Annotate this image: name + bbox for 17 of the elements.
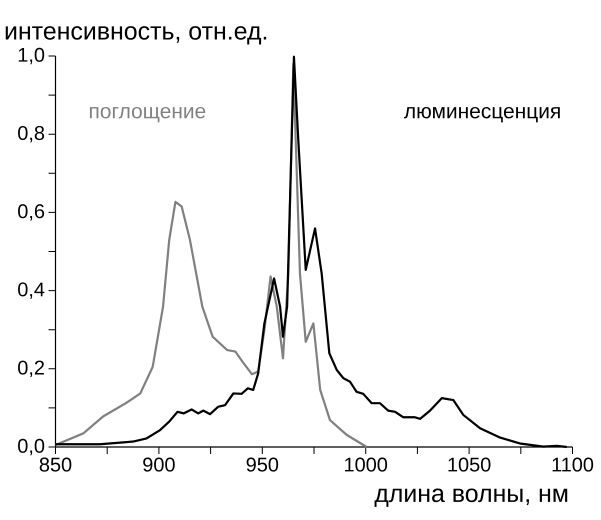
y-tick-label: 1,0	[18, 48, 44, 64]
y-tick-label: 0,6	[18, 204, 44, 221]
x-tick-label: 950	[246, 458, 278, 472]
y-tick-label: 0,4	[18, 282, 44, 299]
x-tick-label: 1100	[552, 458, 594, 472]
line-series	[54, 62, 368, 448]
x-tick-label: 850	[40, 458, 72, 472]
y-tick-label: 0,0	[18, 438, 44, 456]
y-tick-label: 0,8	[18, 126, 44, 142]
x-tick-label: 1000	[345, 458, 388, 472]
x-tick-label: 900	[143, 458, 175, 472]
x-axis-title: длина волны, нм	[374, 488, 568, 507]
y-tick-label: 0,2	[18, 360, 44, 378]
text: люминесценция	[404, 106, 560, 122]
x-tick-label: 1050	[448, 458, 490, 472]
text: поглощение	[90, 106, 206, 122]
y-axis-title: интенсивность, отн.ед.	[6, 26, 266, 44]
